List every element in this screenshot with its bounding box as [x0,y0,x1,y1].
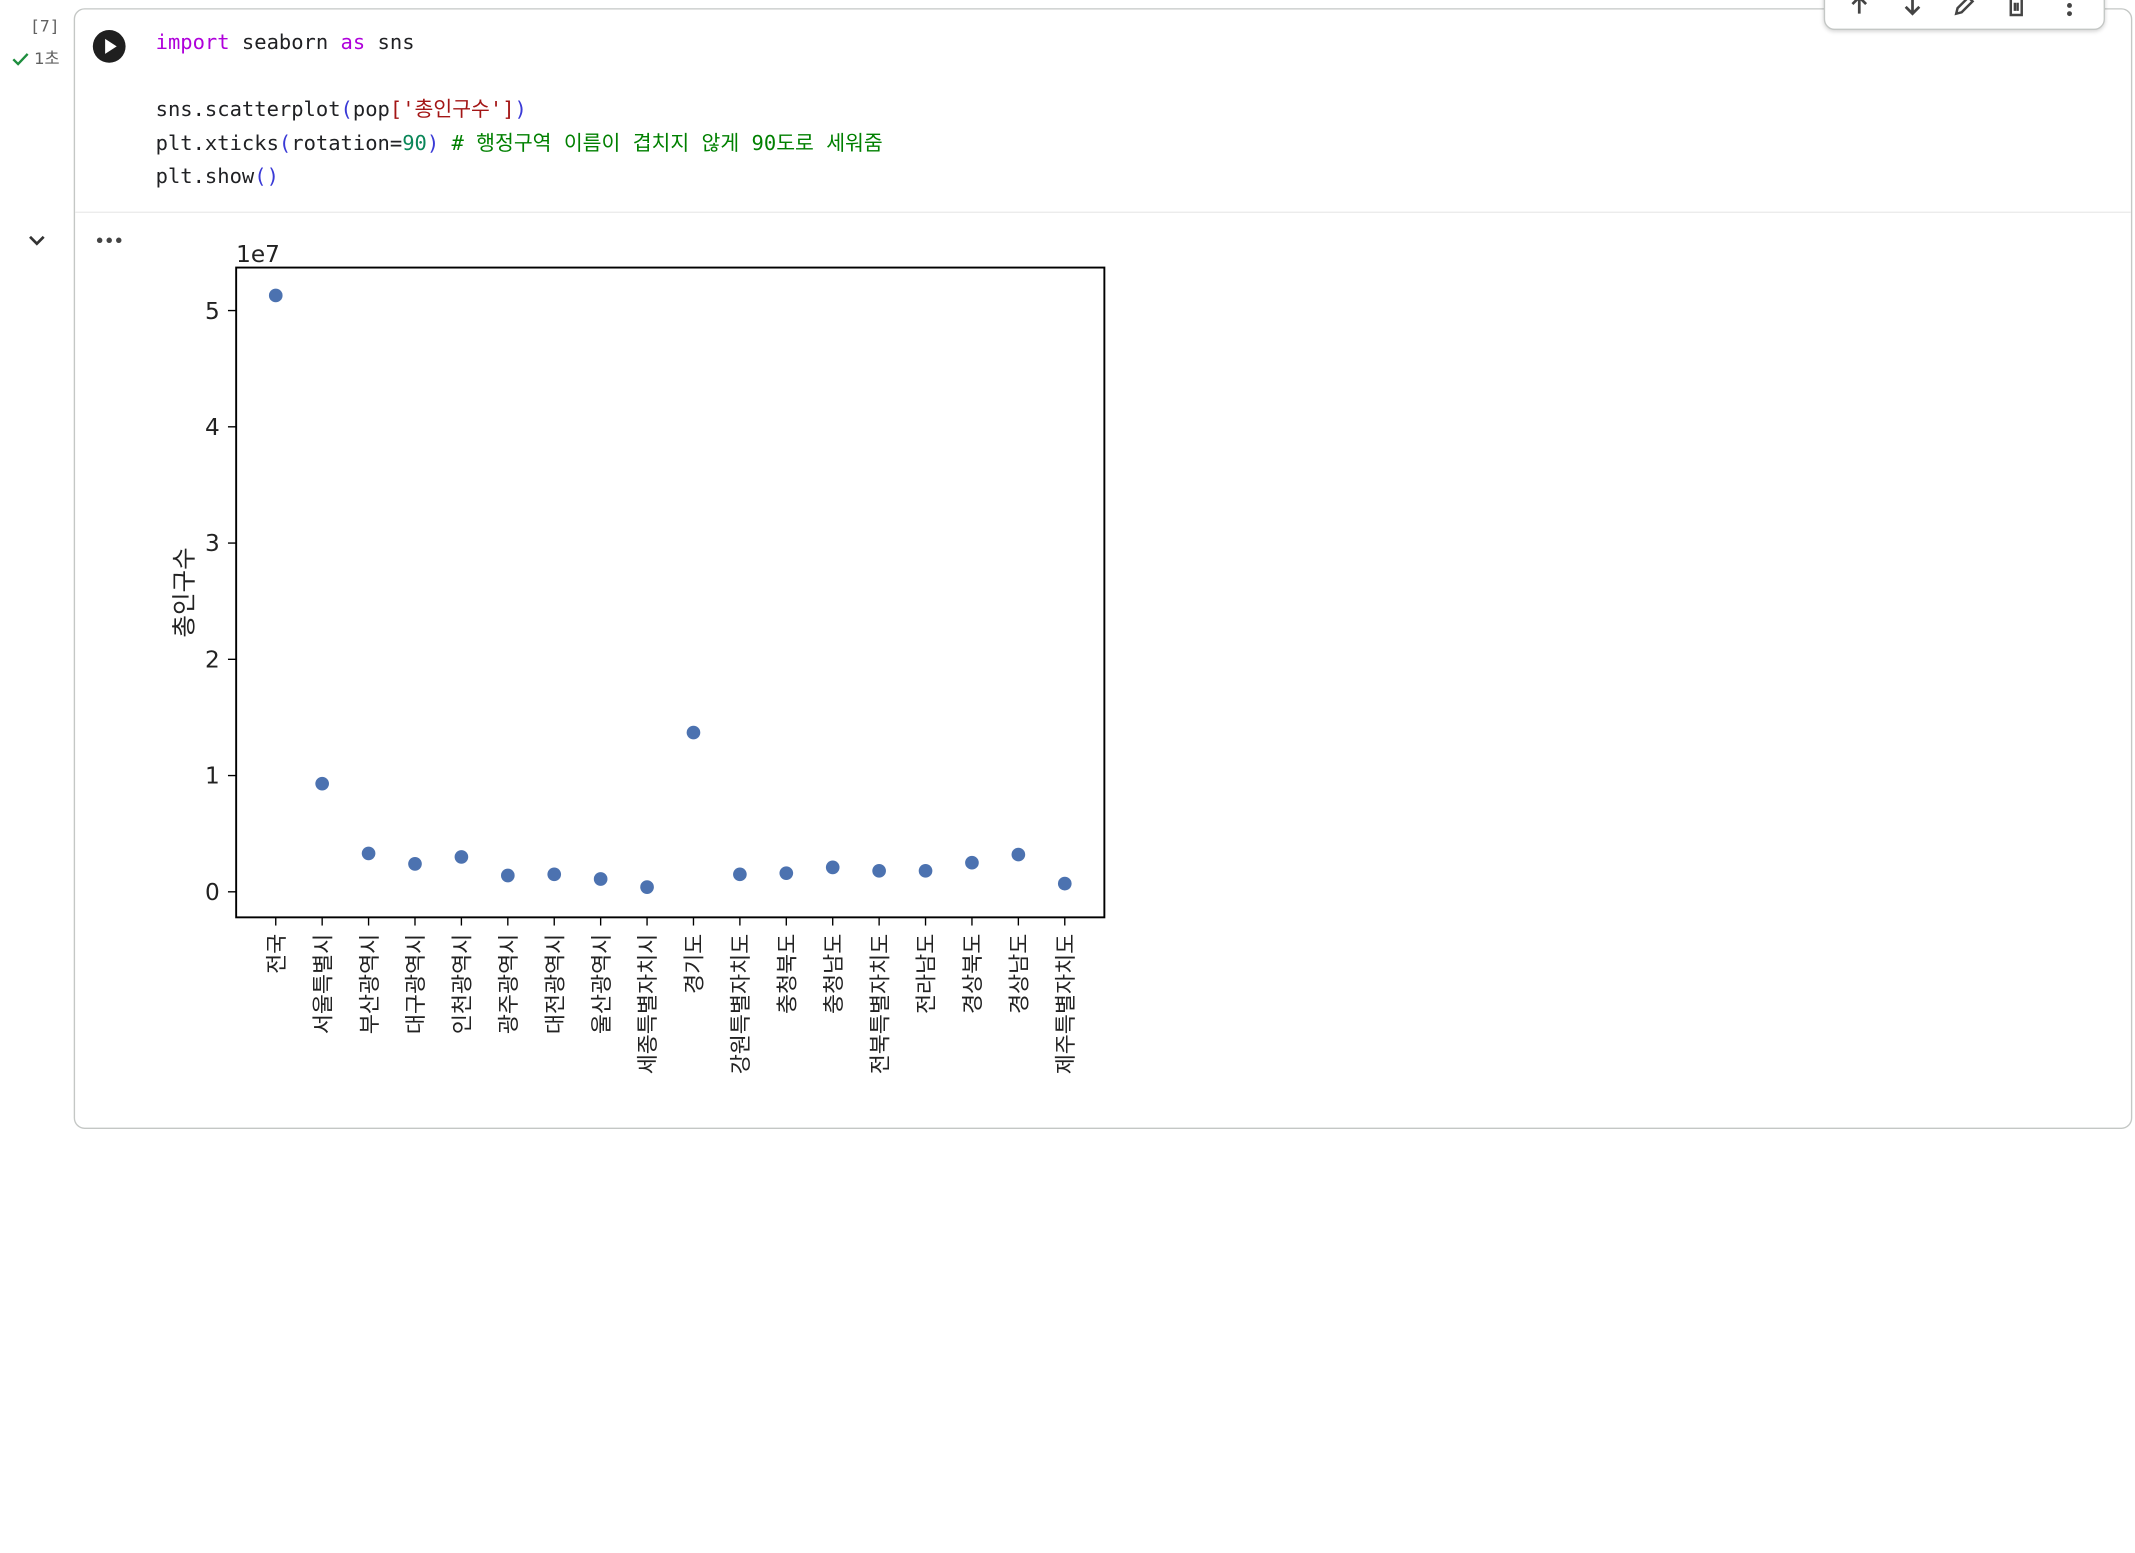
data-point [500,868,515,883]
more-vert-icon [2066,3,2072,17]
dot [96,237,103,243]
y-axis-label: 총인구수 [169,547,198,637]
execution-time: 1초 [34,49,60,69]
code-token: rotation= [291,130,403,155]
output-divider [75,211,2131,213]
code-token: ) [426,130,440,155]
data-point [825,860,840,875]
move-down-icon [1904,0,1920,16]
x-tick-label: 충청남도 [822,934,847,1014]
plot-frame [235,266,1106,919]
code-line: plt.show() [156,160,883,193]
code-token: # 행정구역 이름이 겹치지 않게 90도로 세워줌 [451,130,883,155]
code-token: '총인구수' [402,96,503,122]
x-tick-label: 부산광역시 [358,934,383,1034]
code-token: seaborn [229,30,341,55]
x-tick-label: 경기도 [683,934,708,994]
check-icon [12,52,29,66]
code-token [439,130,451,155]
y-tick-label: 0 [205,879,220,906]
data-point [454,850,469,864]
code-token: sns [365,30,415,55]
move-cell-up-button[interactable] [1843,0,1876,18]
x-tick-label: 경상남도 [1008,934,1033,1014]
code-line: plt.xticks(rotation=90) # 행정구역 이름이 겹치지 않… [156,126,883,159]
x-tick-label: 광주광역시 [497,934,522,1034]
play-icon [92,30,126,63]
data-point [965,855,979,870]
data-point [361,846,376,861]
data-point [779,866,794,881]
x-tick-label: 울산광역시 [590,934,615,1034]
collapse-output-button[interactable] [22,227,52,254]
y-tick-label: 3 [205,530,220,557]
code-token: () [254,163,279,189]
data-point [1011,847,1026,862]
cell-toolbar [1823,0,2105,31]
x-tick-label: 세종특별자치시 [636,934,661,1075]
y-tick-label: 1 [205,763,220,790]
code-line: import seaborn as sns [156,26,883,59]
execution-status: 1초 [11,46,60,69]
code-token: sns.scatterplot [155,96,341,122]
code-token: ) [514,96,527,122]
execution-count: [7] [30,16,60,36]
y-offset-label: 1e7 [236,241,280,268]
y-tick-label: 4 [205,414,220,441]
x-tick-label: 대전광역시 [543,934,568,1034]
dot [106,237,112,243]
delete-icon [2010,0,2024,17]
x-tick-label: 경상북도 [961,934,986,1014]
data-point [1057,876,1072,891]
code-token: ] [502,96,515,122]
output-actions-button[interactable] [90,227,128,254]
data-point [918,864,933,878]
code-token: pop [352,96,390,122]
x-tick-label: 전북특별자치도 [868,934,893,1075]
data-point [686,725,701,740]
code-token: 90 [402,130,427,155]
code-token: [ [389,96,403,122]
code-line [156,59,883,92]
data-point [640,880,654,894]
y-tick-label: 5 [205,298,220,325]
x-tick-label: 전국 [265,934,290,974]
data-point [268,288,283,303]
code-line: sns.scatterplot(pop['총인구수']) [156,93,883,126]
code-token: as [340,30,366,55]
run-cell-button[interactable] [90,27,128,65]
code-token: import [155,30,230,55]
move-up-icon [1851,0,1868,14]
x-tick-label: 충청북도 [775,934,800,1014]
x-tick-label: 대구광역시 [404,934,429,1034]
data-point [872,864,886,878]
code-token: plt.xticks [155,130,279,155]
more-options-button[interactable] [2053,0,2086,18]
edit-cell-button[interactable] [1948,0,1981,18]
edit-icon [1954,0,1975,16]
data-point [408,857,422,871]
code-token: ( [340,96,353,122]
data-point [315,776,329,791]
code-token: ( [278,130,292,155]
code-editor[interactable]: import seaborn as sns sns.scatterplot(pop… [156,26,883,193]
delete-cell-button[interactable] [2000,0,2033,18]
x-tick-label: 강원특별자치도 [729,934,754,1075]
x-tick-label: 인천광역시 [451,934,476,1034]
x-tick-label: 서울특별시 [311,934,336,1034]
move-cell-down-button[interactable] [1896,0,1929,18]
chevron-down-icon [29,235,45,246]
data-point [733,867,747,882]
code-token: plt.show [155,163,255,189]
dot [116,237,122,243]
data-point [547,867,562,882]
data-point [593,872,608,886]
x-tick-label: 제주특별자치도 [1054,934,1079,1075]
x-tick-label: 전라남도 [915,934,940,1014]
y-tick-label: 2 [205,646,220,673]
code-cell[interactable] [73,8,2133,1129]
